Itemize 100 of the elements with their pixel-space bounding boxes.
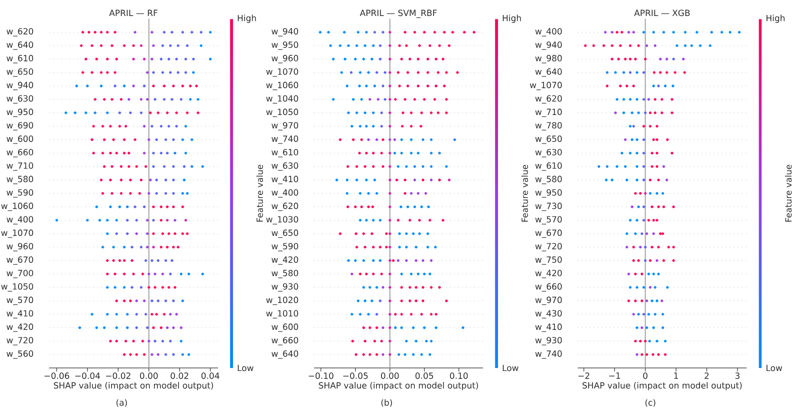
y-tick-label: w_420 [272,256,298,265]
x-tick-label: 0.10 [450,372,468,379]
x-axis-title: SHAP value (impact on model output) [318,382,478,390]
y-tick-label: w_720 [535,242,562,252]
y-tick-label: w_400 [535,28,562,36]
y-tick-label: w_660 [272,336,298,346]
y-tick-label: w_780 [535,122,562,130]
y-tick-label: w_970 [272,122,298,130]
chart-title: APRIL — RF [109,10,158,16]
text: High [238,14,256,23]
y-tick-label: w_650 [6,68,34,77]
y-tick-label: w_1020 [266,296,298,305]
y-tick-label: w_750 [535,256,562,265]
text: Low [502,364,518,372]
y-tick-label: w_650 [272,230,298,238]
text: Low [238,364,254,372]
x-axis-title: SHAP value (impact on model output) [54,382,214,390]
y-tick-label: w_570 [6,296,34,305]
y-tick-label: w_570 [535,216,562,224]
y-tick-label: w_740 [535,350,562,359]
y-tick-label: w_400 [272,189,298,198]
y-tick-label: w_1070 [1,230,34,238]
y-tick-label: w_580 [535,176,562,184]
x-tick-label: 1 [674,372,678,379]
y-tick-label: w_640 [272,350,298,359]
x-tick-label: 0.00 [380,372,399,379]
y-tick-label: w_950 [6,108,34,117]
x-tick-label: −0.02 [106,372,130,379]
x-tick-label: 2 [704,372,709,379]
text: (a) [116,399,127,407]
x-tick-label: −0.10 [308,372,334,379]
y-tick-label: w_560 [6,350,34,359]
y-tick-label: w_930 [535,336,562,346]
y-tick-label: w_610 [272,148,298,158]
y-tick-label: w_620 [272,202,298,211]
y-tick-label: w_670 [6,256,34,265]
x-tick-label: −2 [578,372,590,379]
y-tick-label: w_630 [6,95,34,104]
y-tick-label: w_580 [6,176,34,184]
y-tick-label: w_1070 [530,82,562,90]
y-tick-label: w_1050 [266,108,298,117]
y-tick-label: w_650 [535,136,562,144]
y-tick-label: w_410 [272,176,298,184]
y-tick-label: w_660 [535,283,562,292]
x-tick-label: −0.05 [343,372,368,379]
y-tick-label: w_620 [535,95,562,104]
color-bar-title: Feature value [785,164,792,222]
color-bar-title: Feature value [521,164,528,222]
y-tick-label: w_610 [6,54,34,64]
y-tick-label: w_660 [6,148,34,158]
y-tick-label: w_710 [6,162,34,171]
y-tick-label: w_690 [6,122,34,130]
y-tick-label: w_960 [272,54,298,64]
y-tick-label: w_720 [6,336,34,346]
y-tick-label: w_630 [535,148,562,158]
y-tick-label: w_590 [272,242,298,252]
x-tick-label: 0.02 [170,372,188,379]
text: High [502,14,521,23]
x-tick-label: 0 [643,372,648,379]
y-tick-label: w_950 [272,42,298,50]
y-tick-label: w_970 [535,296,562,305]
x-tick-label: 3 [735,372,740,379]
y-tick-label: w_630 [272,162,298,171]
x-tick-label: −0.04 [75,372,100,379]
y-tick-label: w_410 [6,310,34,318]
y-tick-label: w_1060 [1,202,34,211]
chart-title: APRIL — XGB [634,10,690,16]
y-tick-label: w_640 [6,42,34,50]
y-tick-label: w_980 [535,54,562,64]
y-tick-label: w_430 [535,310,562,318]
color-bar-title: Feature value [256,164,263,222]
y-tick-label: w_1070 [266,68,298,77]
y-tick-label: w_1060 [266,82,298,90]
y-tick-label: w_1010 [266,310,298,318]
x-tick-label: −0.06 [44,372,70,379]
y-tick-label: w_640 [535,68,562,77]
text: High [766,14,785,23]
x-tick-label: 0.00 [140,372,158,379]
y-tick-label: w_420 [535,270,562,278]
text: (c) [645,399,656,407]
y-tick-label: w_950 [535,189,562,198]
y-tick-label: w_610 [535,162,562,171]
y-tick-label: w_600 [6,136,34,144]
text: Low [766,364,782,372]
y-tick-label: w_410 [535,324,562,332]
y-tick-label: w_620 [6,28,34,36]
chart-title: APRIL — SVM_RBF [360,10,437,18]
y-tick-label: w_740 [272,136,298,144]
y-tick-label: w_580 [272,270,298,278]
y-tick-label: w_730 [535,202,562,211]
y-tick-label: w_420 [6,324,34,332]
y-tick-label: w_700 [6,270,34,278]
y-tick-label: w_1050 [1,283,34,292]
x-tick-label: −1 [609,372,620,379]
text: (b) [381,399,392,407]
y-tick-label: w_1040 [266,95,298,104]
y-tick-label: w_930 [272,283,298,292]
x-tick-label: 0.05 [415,372,434,379]
y-tick-label: w_710 [535,108,562,117]
y-tick-label: w_590 [6,189,34,198]
